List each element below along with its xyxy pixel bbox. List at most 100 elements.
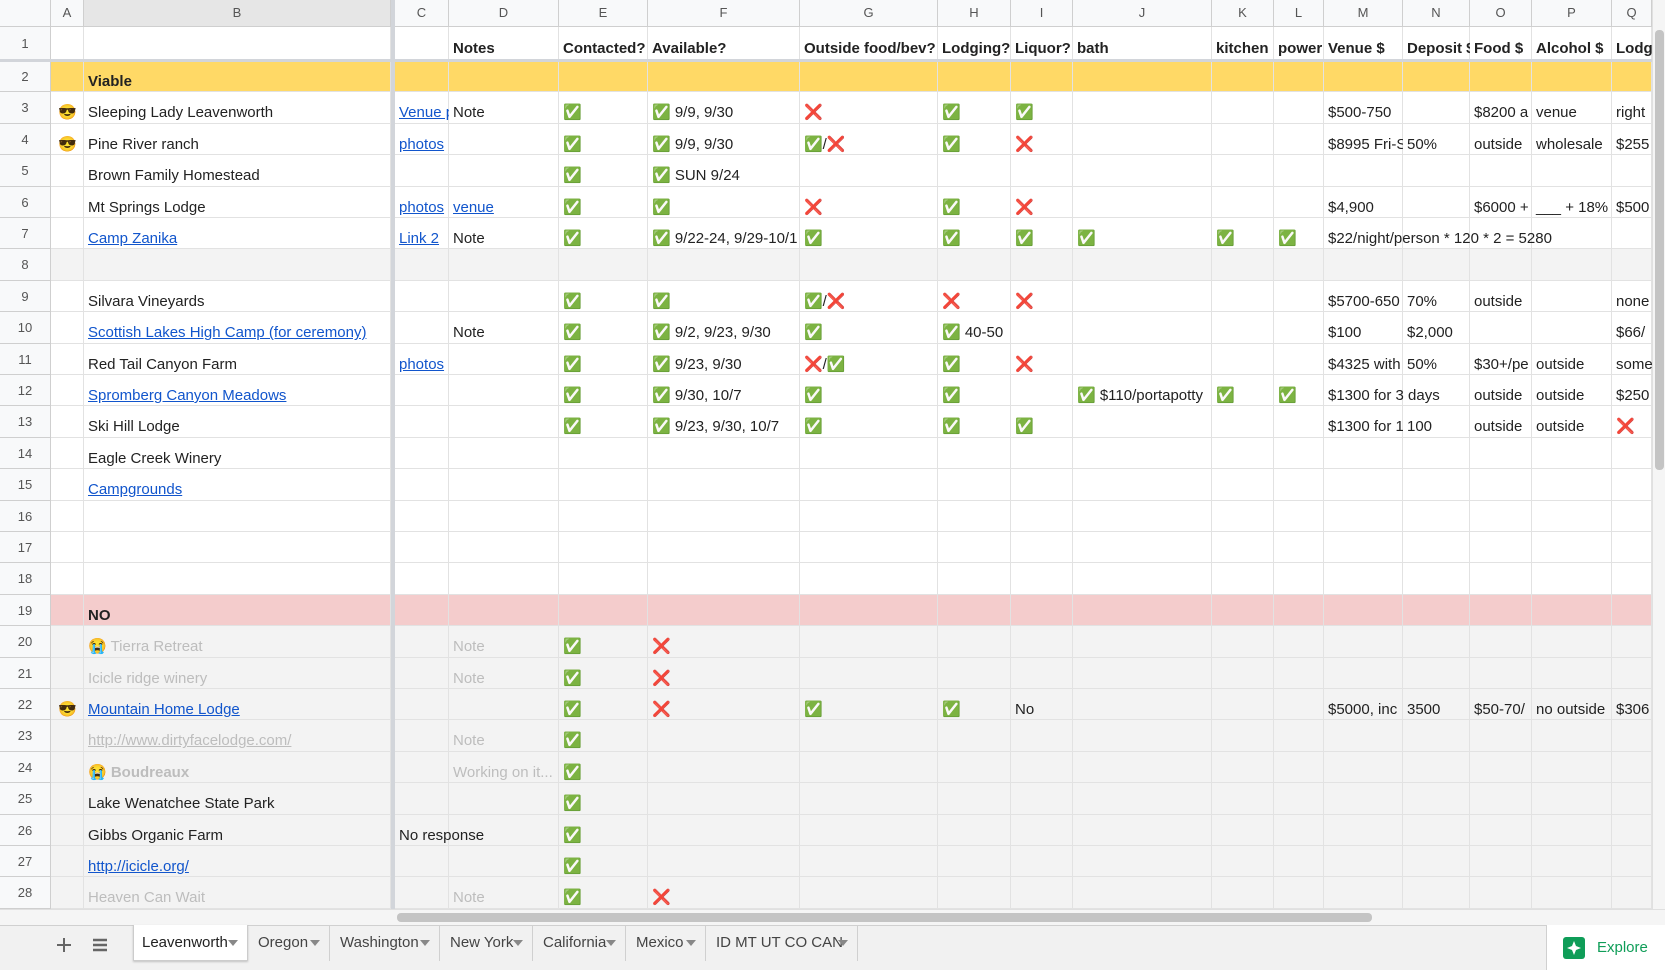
tab-menu-arrow[interactable] (420, 940, 430, 946)
vertical-scrollbar[interactable] (1652, 0, 1665, 909)
cell (449, 61, 559, 93)
cell (1403, 437, 1470, 470)
cell (395, 689, 449, 721)
cell (1324, 406, 1403, 438)
column-header: H (938, 0, 1011, 27)
cell (1324, 626, 1403, 658)
cell (449, 720, 559, 752)
cell-text: 😭 Tierra Retreat (88, 638, 203, 656)
sheet-tab[interactable]: Leavenworth (133, 925, 248, 961)
cell-text: outside (1474, 418, 1523, 436)
cell-text: $30+/pe (1474, 355, 1529, 373)
cell (1011, 594, 1073, 627)
cell (84, 61, 391, 93)
freeze-line (0, 59, 1652, 62)
cell (1212, 406, 1274, 438)
cell (648, 469, 800, 501)
cell (1073, 563, 1212, 595)
cell-text: ✅ 9/9, 9/30 (652, 135, 734, 153)
cell (395, 657, 449, 689)
tab-menu-arrow[interactable] (686, 940, 696, 946)
cell (1612, 751, 1652, 784)
cell (449, 626, 559, 658)
cell (395, 594, 449, 627)
cell (449, 689, 559, 721)
cell (449, 657, 559, 689)
cell (1532, 406, 1612, 438)
cell (395, 343, 449, 375)
cell (1612, 249, 1652, 281)
tab-menu-arrow[interactable] (838, 940, 848, 946)
cell-text: Available? (652, 40, 727, 57)
cell-text: Heaven Can Wait (88, 889, 205, 907)
sheet-tab[interactable]: Washington (332, 925, 440, 961)
tab-menu-arrow[interactable] (310, 940, 320, 946)
tab-menu-arrow[interactable] (606, 940, 616, 946)
cell (1212, 155, 1274, 187)
cell (648, 626, 800, 658)
cell (648, 563, 800, 595)
explore-button[interactable]: Explore (1546, 925, 1665, 970)
cell (1403, 280, 1470, 313)
cell (1011, 437, 1073, 470)
cell (1274, 846, 1324, 878)
scroll-thumb[interactable] (397, 913, 1372, 922)
add-sheet-button[interactable] (54, 935, 74, 955)
cell (1011, 689, 1073, 721)
cell (1532, 61, 1612, 93)
row-header: 5 (0, 155, 51, 187)
cell (1274, 437, 1324, 470)
cell (51, 406, 84, 438)
cell (1073, 406, 1212, 438)
cell (84, 218, 391, 250)
cell (1612, 469, 1652, 501)
tab-menu-arrow[interactable] (513, 940, 523, 946)
cell (1470, 343, 1532, 375)
sheet-tab[interactable]: ID MT UT CO CAN (708, 925, 858, 961)
cell-text: Ski Hill Lodge (88, 418, 180, 436)
cell-text: outside (1536, 355, 1585, 373)
cell-text: ✅ (563, 638, 582, 656)
cell (449, 500, 559, 532)
cell (800, 280, 938, 313)
cell (1612, 312, 1652, 344)
sheet-tab[interactable]: New York (442, 925, 533, 961)
cell (1403, 783, 1470, 815)
cell (1324, 312, 1403, 344)
arrow (606, 940, 616, 946)
cell-text: ✅ (563, 135, 582, 153)
cell (395, 218, 449, 250)
cell (449, 92, 559, 124)
cell-text: venue (1536, 104, 1577, 122)
horizontal-scrollbar[interactable] (0, 909, 1665, 926)
cell (1212, 186, 1274, 218)
cell-text: Contacted? (563, 40, 646, 57)
cell-text: ❌ (652, 889, 671, 907)
cell (800, 814, 938, 846)
scroll-thumb[interactable] (1655, 30, 1664, 470)
cell (84, 532, 391, 564)
tab-menu-arrow[interactable] (228, 940, 238, 946)
sheet-tab[interactable]: California (535, 925, 626, 961)
cell (559, 689, 648, 721)
cell (1324, 877, 1403, 909)
all-sheets-button[interactable] (90, 935, 110, 955)
cell (938, 720, 1011, 752)
cell-text: Campgrounds (88, 481, 183, 499)
cell-text: ✅ (804, 230, 823, 247)
cell (1011, 469, 1073, 501)
cell (395, 186, 449, 218)
cell (1403, 123, 1470, 156)
cell-text: ✅ (563, 889, 582, 907)
cell (1470, 500, 1532, 532)
cell (1212, 437, 1274, 470)
cell (1274, 720, 1324, 752)
cell-text: ✅ (942, 701, 961, 718)
cell (1274, 751, 1324, 784)
cell (1532, 720, 1612, 752)
cell (648, 186, 800, 218)
sheet-tab[interactable]: Oregon (250, 925, 330, 961)
sheet-tab[interactable]: Mexico (628, 925, 706, 961)
cell (51, 594, 84, 627)
cell (1274, 249, 1324, 281)
